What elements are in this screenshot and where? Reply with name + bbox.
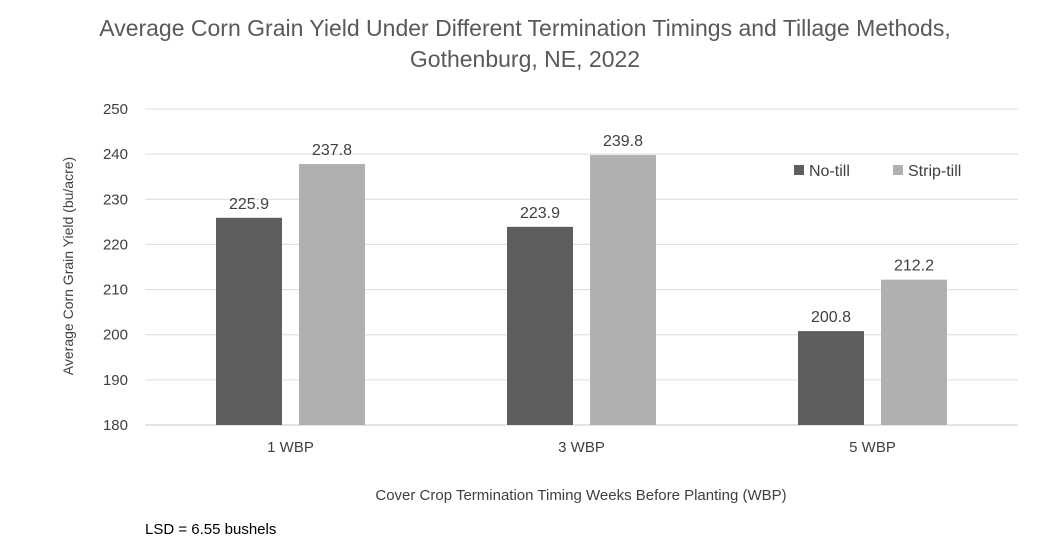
gridlines	[145, 108, 1018, 426]
data-label: 225.9	[229, 196, 269, 213]
y-tick-label: 200	[103, 327, 128, 344]
bar-strip-till	[299, 164, 365, 425]
data-label: 239.8	[603, 133, 643, 150]
legend-swatch	[794, 165, 804, 175]
lsd-footnote: LSD = 6.55 bushels	[145, 521, 277, 538]
y-tick-label: 220	[103, 236, 128, 253]
x-tick-label: 3 WBP	[558, 439, 605, 456]
y-tick-label: 180	[103, 417, 128, 434]
chart-title-line-2: Gothenburg, NE, 2022	[409, 46, 641, 72]
bar-no-till	[216, 217, 282, 425]
x-tick-label: 5 WBP	[849, 439, 896, 456]
data-label: 223.9	[520, 205, 560, 222]
y-tick-label: 240	[103, 146, 128, 163]
bar-strip-till	[590, 155, 656, 425]
x-axis-ticks: 1 WBP 3 WBP 5 WBP	[267, 439, 896, 456]
x-axis-label: Cover Crop Termination Timing Weeks Befo…	[375, 487, 786, 504]
y-tick-label: 250	[103, 101, 128, 118]
y-axis-ticks: 180 190 200 210 220 230 240 250	[103, 101, 128, 434]
bar-no-till	[798, 331, 864, 425]
y-axis-label: Average Corn Grain Yield (bu/acre)	[60, 157, 76, 375]
x-tick-label: 1 WBP	[267, 439, 314, 456]
bars	[216, 155, 947, 425]
bar-strip-till	[881, 279, 947, 425]
y-tick-label: 190	[103, 372, 128, 389]
legend: No-till Strip-till	[794, 163, 961, 180]
data-labels: 225.9 237.8 223.9 239.8 200.8 212.2	[229, 133, 934, 326]
legend-swatch	[893, 165, 903, 175]
data-label: 200.8	[811, 309, 851, 326]
y-tick-label: 210	[103, 282, 128, 299]
bar-no-till	[507, 226, 573, 425]
data-label: 237.8	[312, 142, 352, 159]
y-tick-label: 230	[103, 191, 128, 208]
legend-label: Strip-till	[908, 163, 961, 180]
legend-label: No-till	[809, 163, 850, 180]
data-label: 212.2	[894, 258, 934, 275]
chart-title-line-1: Average Corn Grain Yield Under Different…	[99, 15, 951, 41]
